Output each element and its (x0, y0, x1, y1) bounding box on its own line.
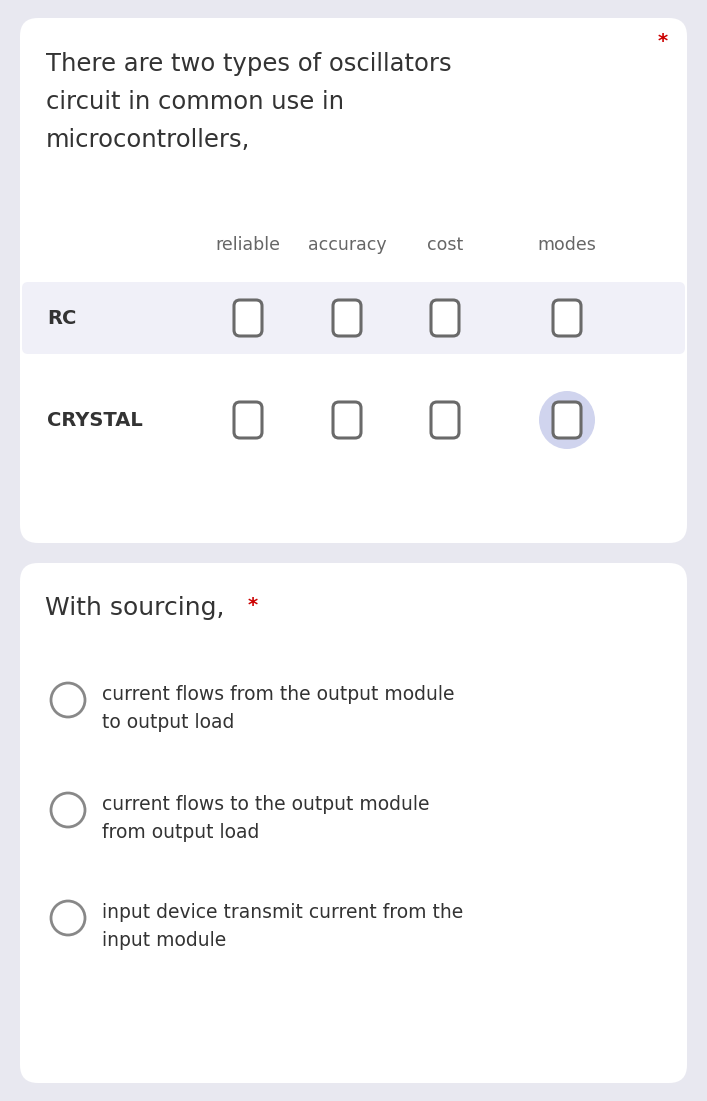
FancyBboxPatch shape (333, 402, 361, 438)
FancyBboxPatch shape (22, 384, 685, 456)
FancyBboxPatch shape (22, 282, 685, 355)
Text: accuracy: accuracy (308, 236, 386, 254)
Text: microcontrollers,: microcontrollers, (46, 128, 250, 152)
FancyBboxPatch shape (333, 299, 361, 336)
Text: RC: RC (47, 308, 76, 327)
Text: *: * (248, 596, 258, 615)
Text: current flows to the output module
from output load: current flows to the output module from … (102, 795, 429, 842)
Text: reliable: reliable (216, 236, 281, 254)
FancyBboxPatch shape (20, 563, 687, 1083)
Text: With sourcing,: With sourcing, (45, 596, 225, 620)
Text: input device transmit current from the
input module: input device transmit current from the i… (102, 903, 463, 950)
FancyBboxPatch shape (431, 402, 459, 438)
FancyBboxPatch shape (20, 18, 687, 543)
FancyBboxPatch shape (431, 299, 459, 336)
FancyBboxPatch shape (553, 402, 581, 438)
Text: circuit in common use in: circuit in common use in (46, 90, 344, 115)
FancyBboxPatch shape (234, 299, 262, 336)
Text: CRYSTAL: CRYSTAL (47, 411, 143, 429)
FancyBboxPatch shape (553, 299, 581, 336)
Text: cost: cost (427, 236, 463, 254)
Text: current flows from the output module
to output load: current flows from the output module to … (102, 685, 455, 732)
Text: There are two types of oscillators: There are two types of oscillators (46, 52, 452, 76)
Ellipse shape (539, 391, 595, 449)
Text: modes: modes (537, 236, 597, 254)
Text: *: * (658, 32, 668, 51)
FancyBboxPatch shape (234, 402, 262, 438)
